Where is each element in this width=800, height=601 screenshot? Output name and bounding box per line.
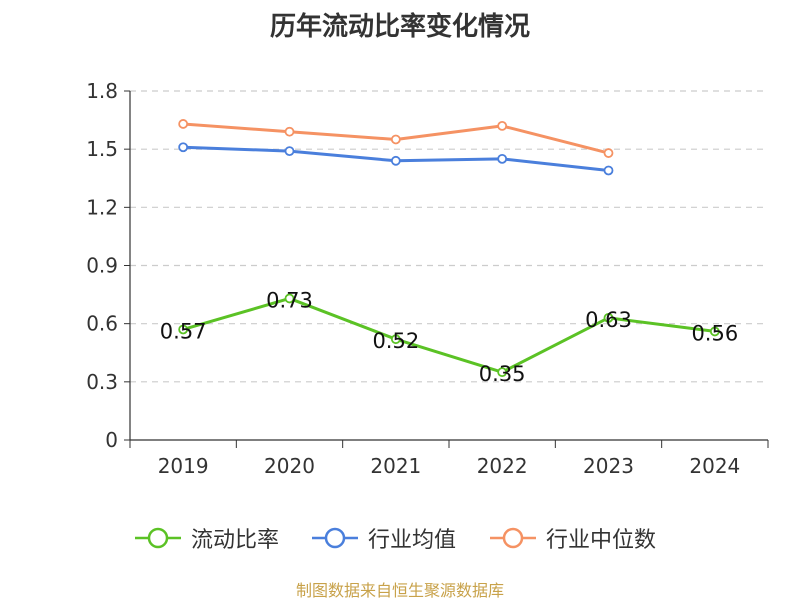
y-tick-label: 1.5 (86, 137, 118, 161)
legend-marker-industry-average (312, 527, 358, 549)
y-tick-label: 1.8 (86, 79, 118, 103)
grid-lines (130, 90, 768, 383)
data-label: 0.52 (372, 329, 419, 353)
data-label: 0.57 (160, 319, 207, 343)
legend-item-current-ratio[interactable]: 流动比率 (133, 520, 279, 556)
legend-label-industry-average: 行业均值 (368, 528, 457, 553)
data-labels: 0.57 0.73 0.52 0.35 0.63 0.56 (160, 288, 738, 386)
legend-marker-current-ratio (135, 527, 181, 549)
data-point-marker (284, 293, 295, 304)
data-point-marker (390, 134, 401, 145)
data-point-marker (178, 119, 189, 129)
legend-marker-industry-median (490, 527, 536, 549)
series-line-0 (182, 296, 716, 374)
data-label: 0.35 (479, 362, 526, 386)
data-point-marker (603, 312, 614, 323)
legend-label-current-ratio: 流动比率 (191, 528, 280, 553)
x-tick-label: 2021 (370, 454, 421, 478)
data-label: 0.63 (585, 308, 632, 332)
data-point-marker (603, 148, 614, 158)
x-tick-label: 2020 (264, 454, 315, 478)
x-tick-label: 2019 (158, 454, 209, 478)
y-tick-label: 0 (105, 428, 118, 452)
legend-label-industry-median: 行业中位数 (546, 528, 657, 553)
data-label: 0.56 (691, 321, 738, 345)
y-tick-label: 1.2 (86, 195, 118, 219)
y-tick-label: 0.3 (86, 370, 118, 394)
data-point-marker (390, 334, 401, 345)
legend: 流动比率 行业均值 行业中位数 (0, 520, 800, 556)
data-point-marker (709, 326, 720, 337)
chart-title: 历年流动比率变化情况 (269, 12, 530, 42)
data-point-marker (390, 155, 401, 166)
data-point-marker (603, 165, 614, 176)
source-note: 制图数据来自恒生聚源数据库 (295, 581, 504, 600)
x-tick-label: 2022 (477, 454, 528, 478)
axes: 0 0.3 0.6 0.9 1.2 1.5 1.8 2019 2020 2021 2022 2023 2… (86, 79, 769, 478)
data-point-marker (178, 324, 189, 335)
data-point-marker (284, 146, 295, 157)
data-point-marker (497, 153, 508, 164)
x-tick-label: 2024 (689, 454, 740, 478)
series-lines (178, 119, 720, 378)
data-point-marker (497, 121, 508, 131)
data-point-marker (178, 142, 189, 153)
y-tick-label: 0.6 (86, 312, 118, 336)
legend-item-industry-average[interactable]: 行业均值 (310, 520, 456, 556)
data-point-marker (497, 367, 508, 378)
x-tick-label: 2023 (583, 454, 634, 478)
data-label: 0.73 (266, 288, 313, 312)
data-point-marker (284, 126, 295, 137)
y-tick-label: 0.9 (86, 254, 118, 278)
legend-item-industry-median[interactable]: 行业中位数 (488, 520, 656, 556)
